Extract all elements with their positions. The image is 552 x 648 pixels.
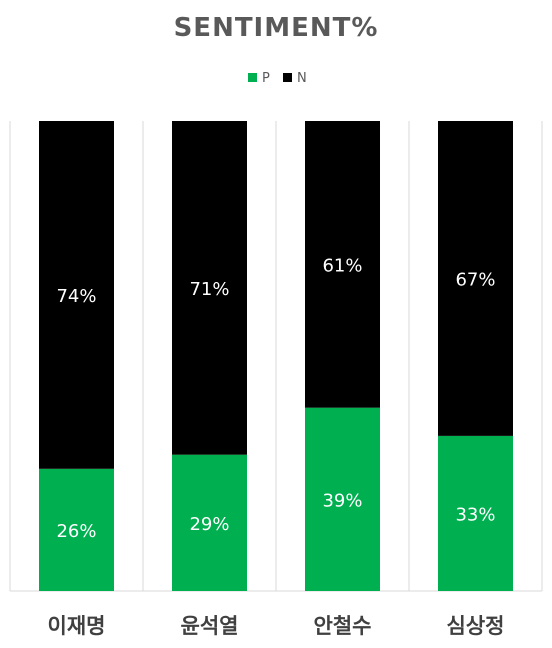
category-label-1: 윤석열 bbox=[181, 614, 239, 638]
category-label-2: 안철수 bbox=[314, 614, 372, 638]
plot-area: 26% 74% 이재명 29% 71% 윤석열 39% 61% 안철수 33% 67% 심상정 bbox=[9, 121, 543, 638]
bar-n-1 bbox=[172, 121, 247, 455]
legend-label-p: P bbox=[262, 71, 270, 86]
data-label-p-0: 26% bbox=[56, 521, 96, 542]
bar-p-3 bbox=[438, 435, 513, 591]
chart-title: SENTIMENT% bbox=[174, 13, 379, 43]
legend: P N bbox=[248, 71, 307, 86]
bar-n-0 bbox=[39, 121, 114, 469]
legend-swatch-p bbox=[248, 73, 257, 82]
data-label-p-2: 39% bbox=[322, 490, 362, 511]
data-label-n-0: 74% bbox=[56, 286, 96, 307]
bar-n-2 bbox=[305, 121, 380, 408]
bar-p-1 bbox=[172, 454, 247, 591]
data-label-p-3: 33% bbox=[455, 504, 495, 525]
data-label-n-1: 71% bbox=[189, 279, 229, 300]
data-label-n-2: 61% bbox=[322, 255, 362, 276]
category-label-0: 이재명 bbox=[48, 614, 106, 638]
bar-p-0 bbox=[39, 468, 114, 591]
legend-label-n: N bbox=[297, 71, 307, 86]
data-label-p-1: 29% bbox=[189, 514, 229, 535]
category-label-3: 심상정 bbox=[447, 614, 505, 638]
bar-n-3 bbox=[438, 121, 513, 436]
data-label-n-3: 67% bbox=[455, 269, 495, 290]
bar-p-2 bbox=[305, 407, 380, 591]
legend-swatch-n bbox=[283, 73, 292, 82]
